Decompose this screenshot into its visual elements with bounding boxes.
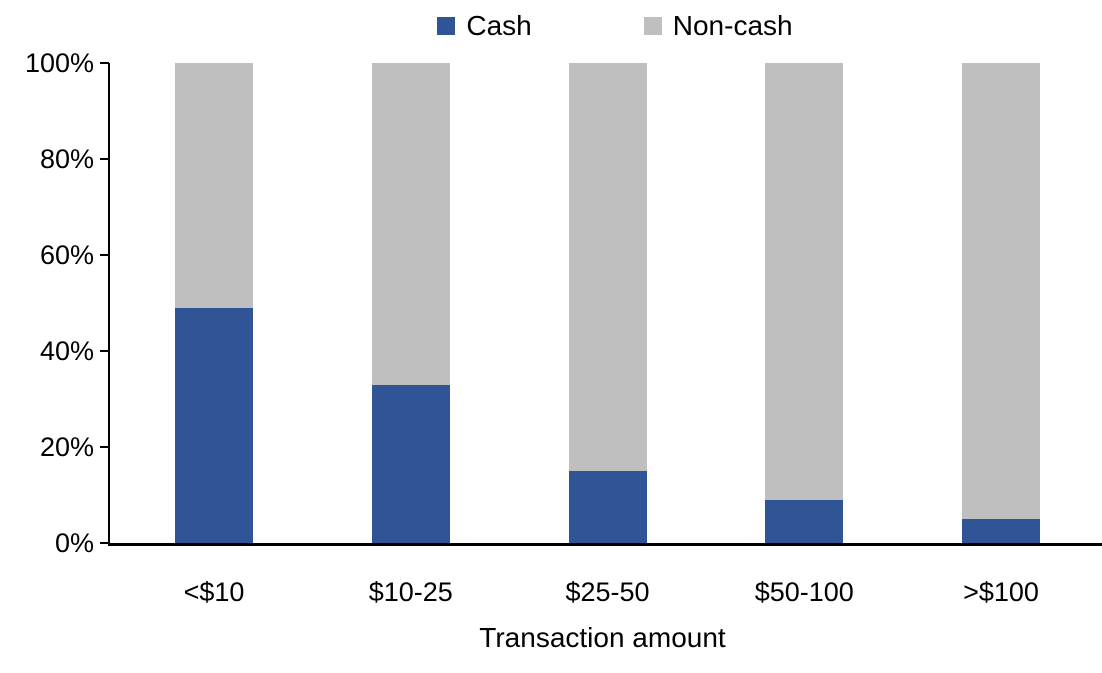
legend-label: Non-cash (672, 10, 793, 41)
legend-swatch-icon (437, 17, 456, 35)
x-tick-label: $50-100 (754, 577, 854, 607)
x-tick-label: $25-50 (565, 577, 650, 607)
bar-segment-cash (765, 499, 844, 543)
x-axis-title: Transaction amount (479, 622, 726, 653)
x-tick-label: >$100 (963, 577, 1039, 607)
y-tick-label: 80% (39, 144, 94, 174)
y-tick-mark (100, 158, 109, 160)
legend-item-non-cash: Non-cash (643, 10, 793, 41)
y-tick-mark (100, 350, 109, 352)
bar-segment-cash (568, 471, 647, 543)
bar-segment-non-cash (765, 63, 844, 500)
x-tick-label: $10-25 (368, 577, 453, 607)
chart-legend: Cash Non-cash (0, 11, 1102, 41)
plot-area (108, 63, 1097, 543)
y-tick-mark (100, 254, 109, 256)
y-tick-mark (100, 542, 109, 544)
stacked-bar (962, 63, 1040, 543)
stacked-bar (175, 63, 253, 543)
legend-item-cash: Cash (437, 10, 532, 41)
bar-segment-cash (175, 307, 253, 543)
y-tick-mark (100, 62, 109, 64)
bar-segment-non-cash (568, 63, 647, 471)
bar-segment-non-cash (962, 63, 1040, 519)
x-axis-line (108, 543, 1102, 546)
stacked-bar (568, 63, 647, 543)
x-tick-label: <$10 (183, 577, 245, 607)
y-tick-label: 0% (54, 528, 94, 558)
legend-label: Cash (466, 10, 532, 41)
y-tick-label: 100% (24, 48, 94, 78)
y-tick-label: 20% (39, 432, 94, 462)
legend-swatch-icon (643, 17, 662, 35)
bar-segment-cash (371, 384, 450, 543)
bar-segment-non-cash (175, 63, 253, 308)
stacked-bar (765, 63, 844, 543)
bar-segment-cash (962, 519, 1040, 543)
y-tick-label: 60% (39, 240, 94, 270)
y-tick-label: 40% (39, 336, 94, 366)
bar-segment-non-cash (371, 63, 450, 385)
stacked-bar (371, 63, 450, 543)
y-tick-mark (100, 446, 109, 448)
